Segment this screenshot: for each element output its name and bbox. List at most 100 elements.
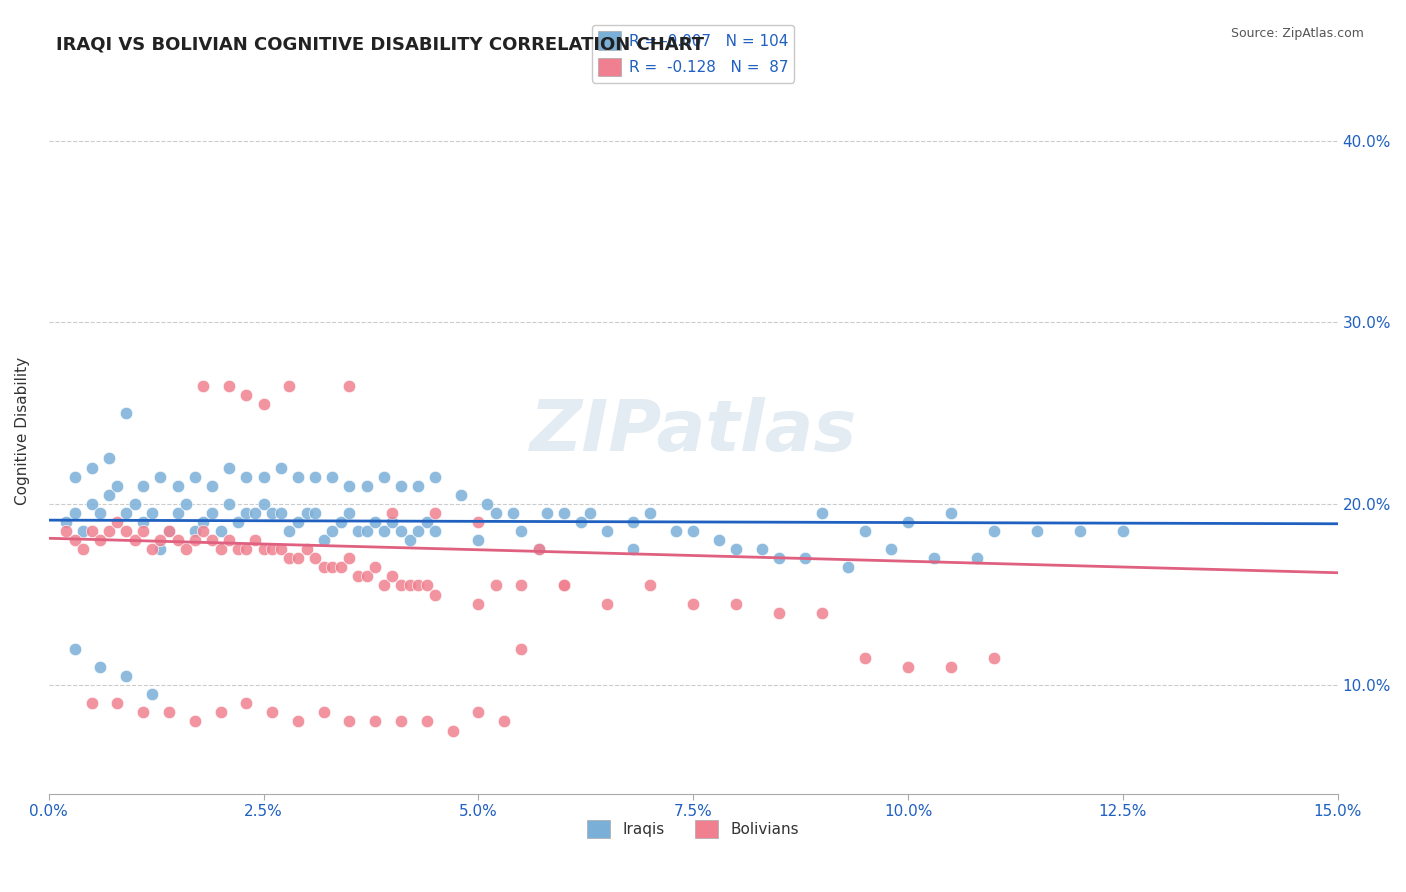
Point xyxy=(193,379,215,393)
Point xyxy=(166,533,188,547)
Point xyxy=(218,497,240,511)
Point xyxy=(97,451,120,466)
Point xyxy=(389,578,412,592)
Point xyxy=(329,560,352,574)
Point xyxy=(287,714,309,729)
Point xyxy=(235,506,257,520)
Point xyxy=(416,515,439,529)
Point xyxy=(270,542,292,557)
Point xyxy=(381,506,404,520)
Point xyxy=(425,587,447,601)
Point xyxy=(416,714,439,729)
Point xyxy=(373,469,395,483)
Y-axis label: Cognitive Disability: Cognitive Disability xyxy=(15,357,30,506)
Point xyxy=(141,506,163,520)
Point xyxy=(707,533,730,547)
Point xyxy=(278,551,301,566)
Point xyxy=(502,506,524,520)
Point xyxy=(510,524,533,538)
Point xyxy=(725,542,748,557)
Point xyxy=(243,506,266,520)
Point xyxy=(278,524,301,538)
Point xyxy=(193,515,215,529)
Legend: Iraqis, Bolivians: Iraqis, Bolivians xyxy=(581,814,806,845)
Point xyxy=(347,569,370,583)
Point xyxy=(339,478,361,492)
Point xyxy=(321,524,343,538)
Point xyxy=(141,687,163,701)
Point xyxy=(811,506,834,520)
Point xyxy=(132,706,155,720)
Point xyxy=(356,524,378,538)
Point xyxy=(174,497,197,511)
Point xyxy=(939,506,962,520)
Point xyxy=(467,597,489,611)
Point xyxy=(880,542,903,557)
Point xyxy=(312,706,335,720)
Point xyxy=(63,641,86,656)
Point xyxy=(425,469,447,483)
Point xyxy=(63,506,86,520)
Point xyxy=(132,524,155,538)
Point xyxy=(793,551,815,566)
Point xyxy=(811,606,834,620)
Point xyxy=(184,714,207,729)
Point xyxy=(218,379,240,393)
Point xyxy=(252,397,274,411)
Point xyxy=(252,542,274,557)
Point xyxy=(364,560,387,574)
Point xyxy=(295,542,318,557)
Point xyxy=(983,524,1005,538)
Point xyxy=(329,515,352,529)
Point xyxy=(287,551,309,566)
Point xyxy=(897,515,920,529)
Point xyxy=(356,478,378,492)
Point xyxy=(398,533,420,547)
Point xyxy=(922,551,945,566)
Point xyxy=(467,515,489,529)
Point xyxy=(63,533,86,547)
Point xyxy=(553,578,575,592)
Point xyxy=(174,542,197,557)
Point xyxy=(252,497,274,511)
Point xyxy=(262,542,284,557)
Point xyxy=(373,524,395,538)
Point xyxy=(107,478,129,492)
Point xyxy=(939,660,962,674)
Point xyxy=(115,669,138,683)
Point xyxy=(209,706,232,720)
Text: ZIPatlas: ZIPatlas xyxy=(530,397,856,466)
Point xyxy=(638,578,661,592)
Point xyxy=(364,515,387,529)
Point xyxy=(682,597,704,611)
Point xyxy=(304,469,326,483)
Point xyxy=(107,696,129,710)
Point xyxy=(80,696,103,710)
Point xyxy=(579,506,602,520)
Point xyxy=(149,533,172,547)
Point xyxy=(725,597,748,611)
Point xyxy=(682,524,704,538)
Point xyxy=(72,524,94,538)
Point xyxy=(201,533,224,547)
Point xyxy=(89,660,111,674)
Point xyxy=(218,533,240,547)
Point xyxy=(321,560,343,574)
Point xyxy=(89,533,111,547)
Point xyxy=(55,524,77,538)
Point xyxy=(312,560,335,574)
Point xyxy=(339,551,361,566)
Point xyxy=(406,578,429,592)
Point xyxy=(837,560,859,574)
Point xyxy=(149,542,172,557)
Point xyxy=(406,524,429,538)
Point xyxy=(1112,524,1135,538)
Point xyxy=(166,506,188,520)
Point xyxy=(201,506,224,520)
Point xyxy=(115,406,138,420)
Point xyxy=(1025,524,1047,538)
Point xyxy=(184,533,207,547)
Point xyxy=(450,488,472,502)
Point xyxy=(339,714,361,729)
Point xyxy=(467,706,489,720)
